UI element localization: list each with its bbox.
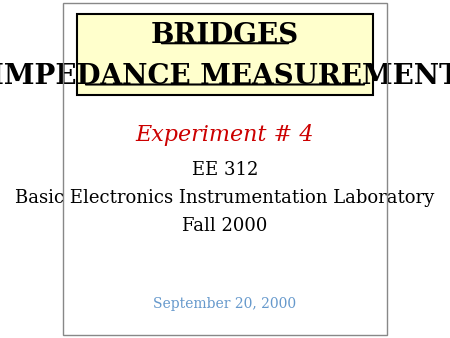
Text: BRIDGES: BRIDGES [151, 22, 299, 49]
Text: Experiment # 4: Experiment # 4 [136, 124, 314, 146]
FancyBboxPatch shape [76, 14, 373, 95]
Text: September 20, 2000: September 20, 2000 [153, 297, 297, 311]
Text: IMPEDANCE MEASUREMENT: IMPEDANCE MEASUREMENT [0, 63, 450, 90]
Text: EE 312
Basic Electronics Instrumentation Laboratory
Fall 2000: EE 312 Basic Electronics Instrumentation… [15, 161, 435, 235]
